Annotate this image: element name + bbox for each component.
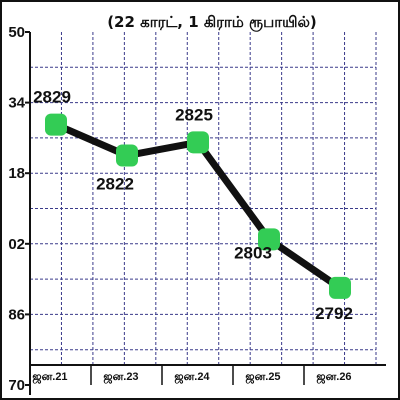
x-tick-label: ஜன.24 <box>174 371 210 384</box>
y-tick-label: 18 <box>8 165 25 182</box>
axes <box>29 32 386 395</box>
y-axis-ticks: 50 34 18 02 86 70 <box>8 24 30 394</box>
x-tick-label: ஜன.21 <box>32 371 67 384</box>
data-label: 2825 <box>175 105 213 124</box>
data-labels: 2829 2822 2825 2803 2792 <box>33 88 353 323</box>
data-point-marker <box>45 113 67 136</box>
y-tick-label: 70 <box>8 377 25 394</box>
data-label: 2792 <box>315 304 353 323</box>
x-tick-label: ஜன.26 <box>316 371 351 384</box>
data-label: 2822 <box>96 175 134 194</box>
y-tick-label: 86 <box>8 306 25 323</box>
x-axis-ticks: ஜன.21 ஜன.23 ஜன.24 ஜன.25 ஜன.26 <box>32 365 352 385</box>
y-tick-label: 34 <box>8 95 25 112</box>
x-tick-label: ஜன.23 <box>103 371 138 384</box>
data-label: 2803 <box>234 243 272 262</box>
y-tick-label: 02 <box>8 236 25 253</box>
data-point-marker <box>116 144 138 167</box>
series <box>45 113 351 299</box>
chart-title: (22 காரட், 1 கிராம் ரூபாயில்) <box>107 13 317 32</box>
data-point-marker <box>187 131 209 154</box>
data-label: 2829 <box>33 88 71 107</box>
x-tick-label: ஜன.25 <box>245 371 280 384</box>
data-point-marker <box>329 276 351 299</box>
y-tick-label: 50 <box>8 24 25 41</box>
data-point-marker <box>258 228 280 251</box>
